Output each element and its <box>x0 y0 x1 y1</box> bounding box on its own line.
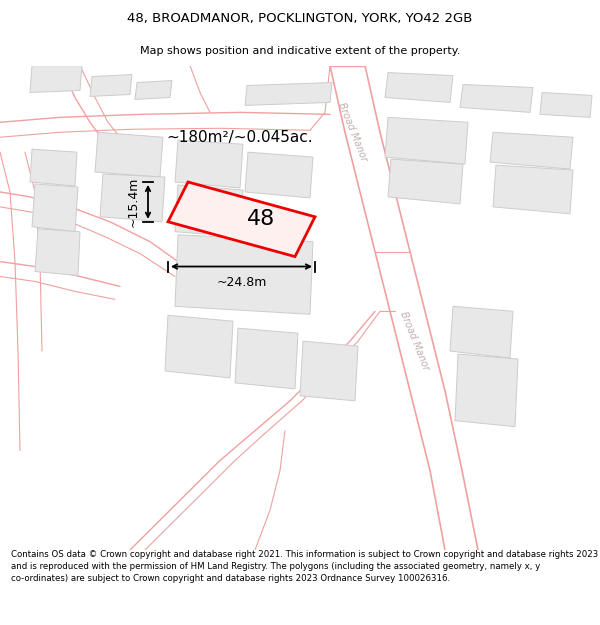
Polygon shape <box>540 92 592 118</box>
Polygon shape <box>90 74 132 96</box>
Polygon shape <box>385 72 453 102</box>
Polygon shape <box>175 235 313 314</box>
Text: ~15.4m: ~15.4m <box>127 177 140 227</box>
Polygon shape <box>30 66 82 92</box>
Polygon shape <box>165 315 233 378</box>
Polygon shape <box>30 149 77 186</box>
Text: Map shows position and indicative extent of the property.: Map shows position and indicative extent… <box>140 46 460 56</box>
Polygon shape <box>385 118 468 164</box>
Polygon shape <box>95 132 163 177</box>
Polygon shape <box>175 185 243 237</box>
Text: Broad Manor: Broad Manor <box>337 101 370 163</box>
Polygon shape <box>245 152 313 198</box>
Polygon shape <box>168 182 315 257</box>
Polygon shape <box>493 165 573 214</box>
Text: 48: 48 <box>247 209 275 229</box>
Text: 48, BROADMANOR, POCKLINGTON, YORK, YO42 2GB: 48, BROADMANOR, POCKLINGTON, YORK, YO42 … <box>127 12 473 25</box>
Polygon shape <box>245 82 332 106</box>
Polygon shape <box>300 341 358 401</box>
Polygon shape <box>175 140 243 188</box>
Polygon shape <box>100 174 165 222</box>
Text: ~180m²/~0.045ac.: ~180m²/~0.045ac. <box>167 130 313 145</box>
Polygon shape <box>388 159 463 204</box>
Polygon shape <box>450 306 513 358</box>
Text: Contains OS data © Crown copyright and database right 2021. This information is : Contains OS data © Crown copyright and d… <box>11 550 598 583</box>
Polygon shape <box>235 328 298 389</box>
Polygon shape <box>35 229 80 276</box>
Polygon shape <box>455 354 518 427</box>
Polygon shape <box>490 132 573 169</box>
Polygon shape <box>460 84 533 112</box>
Polygon shape <box>32 184 78 232</box>
Polygon shape <box>135 81 172 99</box>
Text: ~24.8m: ~24.8m <box>217 276 266 289</box>
Text: Broad Manor: Broad Manor <box>398 310 431 372</box>
